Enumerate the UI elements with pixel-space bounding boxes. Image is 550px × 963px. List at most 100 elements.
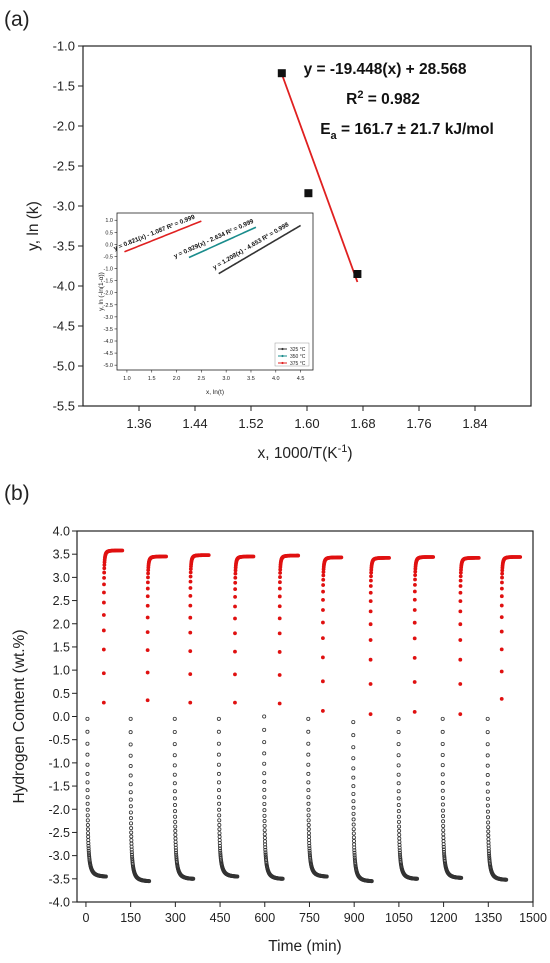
desorption-point: [85, 741, 90, 746]
absorption-point: [413, 577, 417, 582]
absorption-point: [499, 629, 504, 634]
desorption-point: [485, 809, 490, 814]
inset-x-tick-label: 4.5: [297, 376, 305, 382]
y-tick-label: -0.5: [48, 733, 70, 747]
inset-y-tick-label: 0.5: [105, 230, 113, 236]
inset-y-tick-label: -1.0: [104, 267, 113, 273]
x-tick-label: 1.68: [350, 416, 375, 431]
panel-a-data-points: [277, 69, 362, 278]
absorption-point: [413, 582, 417, 587]
desorption-point: [397, 836, 402, 841]
absorption-point: [277, 631, 282, 636]
absorption-point: [412, 709, 417, 714]
absorption-point: [387, 556, 391, 560]
absorption-point: [145, 586, 150, 591]
inset-series-line: [124, 220, 202, 253]
desorption-point: [172, 772, 177, 777]
absorption-point: [188, 649, 193, 654]
desorption-point: [172, 753, 177, 758]
absorption-point: [145, 630, 150, 634]
desorption-point: [441, 832, 446, 837]
absorption-point: [102, 570, 107, 575]
desorption-point: [85, 827, 90, 832]
desorption-point: [485, 753, 490, 758]
desorption-point: [306, 729, 311, 734]
panel-b-y-axis: 4.0 3.5 3.0 2.5 2.0 1.5 1.0 0.5 0.0 -0.5 -1.0 -1.5 -…: [48, 525, 77, 910]
desorption-point: [262, 795, 267, 800]
desorption-point: [262, 751, 267, 756]
desorption-point: [398, 852, 403, 857]
absorption-point: [368, 682, 373, 686]
desorption-point: [351, 784, 356, 789]
desorption-point: [129, 847, 134, 852]
desorption-point: [217, 813, 222, 818]
absorption-point: [233, 604, 237, 609]
desorption-point: [442, 852, 447, 857]
desorption-point: [306, 780, 311, 785]
absorption-point: [412, 620, 417, 625]
panel-a-fit-line: [280, 73, 359, 283]
desorption-point: [397, 848, 402, 853]
desorption-point: [128, 773, 133, 778]
absorption-point: [233, 580, 238, 585]
fit-equation-annotation: y = -19.448(x) + 28.568: [304, 61, 467, 78]
desorption-point: [307, 843, 312, 848]
absorption-point: [233, 649, 237, 654]
desorption-point: [262, 832, 267, 837]
absorption-point: [188, 570, 193, 575]
absorption-point: [476, 556, 481, 560]
absorption-point: [101, 647, 106, 652]
x-tick-label: 1500: [519, 911, 547, 925]
inset-y-tick-label: -4.5: [104, 351, 113, 357]
desorption-point: [396, 716, 401, 721]
x-tick-label: 1.60: [294, 416, 319, 431]
desorption-point: [306, 716, 311, 721]
desorption-point: [485, 730, 490, 735]
y-tick-label: -1.0: [53, 39, 75, 54]
desorption-point: [352, 855, 357, 860]
absorption-point: [188, 586, 193, 590]
desorption-point: [351, 831, 356, 836]
absorption-point: [146, 571, 150, 576]
desorption-point: [216, 771, 221, 776]
absorption-point: [278, 567, 283, 572]
desorption-point: [262, 779, 267, 784]
absorption-point: [120, 548, 125, 553]
desorption-point: [173, 809, 178, 814]
desorption-point: [440, 802, 445, 807]
data-point: [353, 270, 362, 278]
desorption-point: [86, 831, 91, 836]
absorption-point: [368, 609, 373, 614]
desorption-point: [172, 716, 177, 721]
y-tick-label: 2.0: [53, 617, 70, 631]
inset-chart: 1.0 0.5 0.0 -0.5 -1.0 -1.5 -2.0 -2.5 -3.0 -3.5 -4.…: [98, 212, 314, 396]
absorption-point: [188, 593, 193, 598]
desorption-point: [396, 789, 401, 794]
desorption-point: [217, 834, 222, 839]
desorption-point: [440, 788, 445, 793]
x-tick-label: 0: [82, 911, 89, 925]
desorption-point: [128, 753, 133, 758]
absorption-point: [102, 590, 106, 595]
desorption-point: [307, 850, 312, 855]
desorption-point: [396, 814, 401, 819]
absorption-point: [500, 580, 504, 585]
x-tick-label: 1050: [385, 911, 413, 925]
desorption-point: [217, 843, 222, 848]
absorption-point: [499, 603, 504, 608]
desorption-point: [263, 850, 268, 855]
absorption-point: [101, 700, 106, 705]
inset-x-tick-label: 3.5: [247, 376, 255, 382]
y-tick-label: 3.5: [53, 548, 70, 562]
absorption-point: [458, 609, 463, 614]
desorption-point: [172, 729, 177, 734]
absorption-point: [499, 586, 504, 591]
x-tick-label: 1.36: [126, 416, 151, 431]
panel-b-label: (b): [4, 482, 30, 505]
desorption-point: [262, 808, 267, 813]
desorption-point: [216, 752, 221, 757]
absorption-point: [251, 554, 256, 559]
desorption-point: [262, 823, 267, 828]
desorption-point: [85, 823, 90, 828]
absorption-point: [413, 573, 418, 578]
